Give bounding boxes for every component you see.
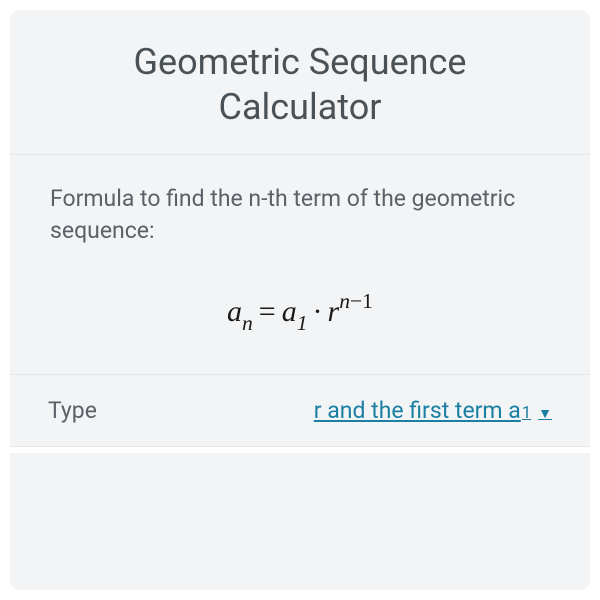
type-row: Type r and the first term a1 ▼ [10, 375, 590, 447]
card-header: Geometric Sequence Calculator [10, 10, 590, 155]
formula-display: an=a1·rn−1 [50, 291, 550, 334]
bottom-section [10, 453, 590, 590]
type-value-link[interactable]: r and the first term a1 ▼ [314, 397, 552, 424]
type-value-text: r and the first term a [314, 397, 521, 424]
type-value-sub: 1 [522, 404, 531, 423]
card-title: Geometric Sequence Calculator [50, 40, 550, 130]
formula-label: Formula to find the n-th term of the geo… [50, 183, 550, 247]
type-label: Type [48, 397, 97, 424]
calculator-card: Geometric Sequence Calculator Formula to… [10, 10, 590, 590]
type-dropdown[interactable]: r and the first term a1 ▼ [117, 397, 552, 424]
formula-section: Formula to find the n-th term of the geo… [10, 155, 590, 375]
chevron-down-icon: ▼ [538, 405, 552, 422]
